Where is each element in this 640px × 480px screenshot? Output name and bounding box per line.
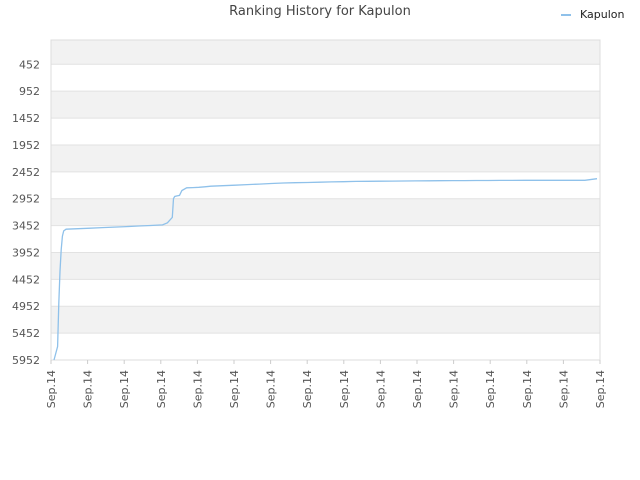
plot-band bbox=[51, 171, 600, 199]
x-tick-label: Sep.14 bbox=[191, 370, 204, 408]
y-tick-label: 452 bbox=[19, 58, 40, 71]
y-tick-label: 3952 bbox=[12, 246, 40, 259]
plot-band bbox=[51, 279, 600, 307]
y-tick-label: 952 bbox=[19, 85, 40, 98]
series-layer bbox=[53, 178, 598, 361]
series-line-kapulon bbox=[53, 178, 598, 361]
chart-title: Ranking History for Kapulon bbox=[229, 4, 411, 19]
x-tick-label: Sep.14 bbox=[265, 370, 278, 408]
x-axis-ticks: Sep.14 Sep.14 Sep.14 Sep.14 Sep.14 Sep.14 Sep.… bbox=[45, 360, 607, 408]
x-tick-label: Sep.14 bbox=[155, 370, 168, 408]
plot-band bbox=[51, 64, 600, 92]
y-tick-label: 5452 bbox=[12, 327, 40, 340]
y-tick-label: 1452 bbox=[12, 112, 40, 125]
y-tick-label: 5952 bbox=[12, 354, 40, 367]
y-tick-label: 4952 bbox=[12, 300, 40, 313]
axis-frame bbox=[50, 39, 601, 361]
plot-band bbox=[51, 198, 600, 226]
x-tick-label: Sep.14 bbox=[521, 370, 534, 408]
y-axis-ticks: 452 952 1452 1952 2452 2952 3452 3952 4452 4952 54… bbox=[12, 58, 40, 367]
y-tick-label: 2952 bbox=[12, 193, 40, 206]
legend-label-kapulon: Kapulon bbox=[580, 8, 625, 21]
x-tick-label: Sep.14 bbox=[374, 370, 387, 408]
x-tick-label: Sep.14 bbox=[338, 370, 351, 408]
x-tick-label: Sep.14 bbox=[557, 370, 570, 408]
x-tick-label: Sep.14 bbox=[301, 370, 314, 408]
x-tick-label: Sep.14 bbox=[411, 370, 424, 408]
x-tick-label: Sep.14 bbox=[594, 370, 607, 408]
legend[interactable]: Kapulon bbox=[561, 8, 625, 21]
plot-band bbox=[51, 40, 600, 65]
x-tick-label: Sep.14 bbox=[228, 370, 241, 408]
plot-band bbox=[51, 333, 600, 360]
plot-band bbox=[51, 118, 600, 145]
x-tick-label: Sep.14 bbox=[484, 370, 497, 408]
x-tick-label: Sep.14 bbox=[82, 370, 95, 408]
plot-band bbox=[51, 252, 600, 280]
y-tick-label: 3452 bbox=[12, 220, 40, 233]
y-tick-label: 2452 bbox=[12, 166, 40, 179]
x-tick-label: Sep.14 bbox=[448, 370, 461, 408]
plot-band bbox=[51, 225, 600, 253]
plot-band bbox=[51, 144, 600, 172]
y-tick-label: 1952 bbox=[12, 139, 40, 152]
y-tick-label: 4452 bbox=[12, 273, 40, 286]
x-tick-label: Sep.14 bbox=[45, 370, 58, 408]
plot-band bbox=[51, 306, 600, 334]
plot-bands bbox=[51, 40, 600, 360]
x-tick-label: Sep.14 bbox=[118, 370, 131, 408]
plot-border bbox=[50, 39, 601, 361]
plot-band bbox=[51, 91, 600, 119]
